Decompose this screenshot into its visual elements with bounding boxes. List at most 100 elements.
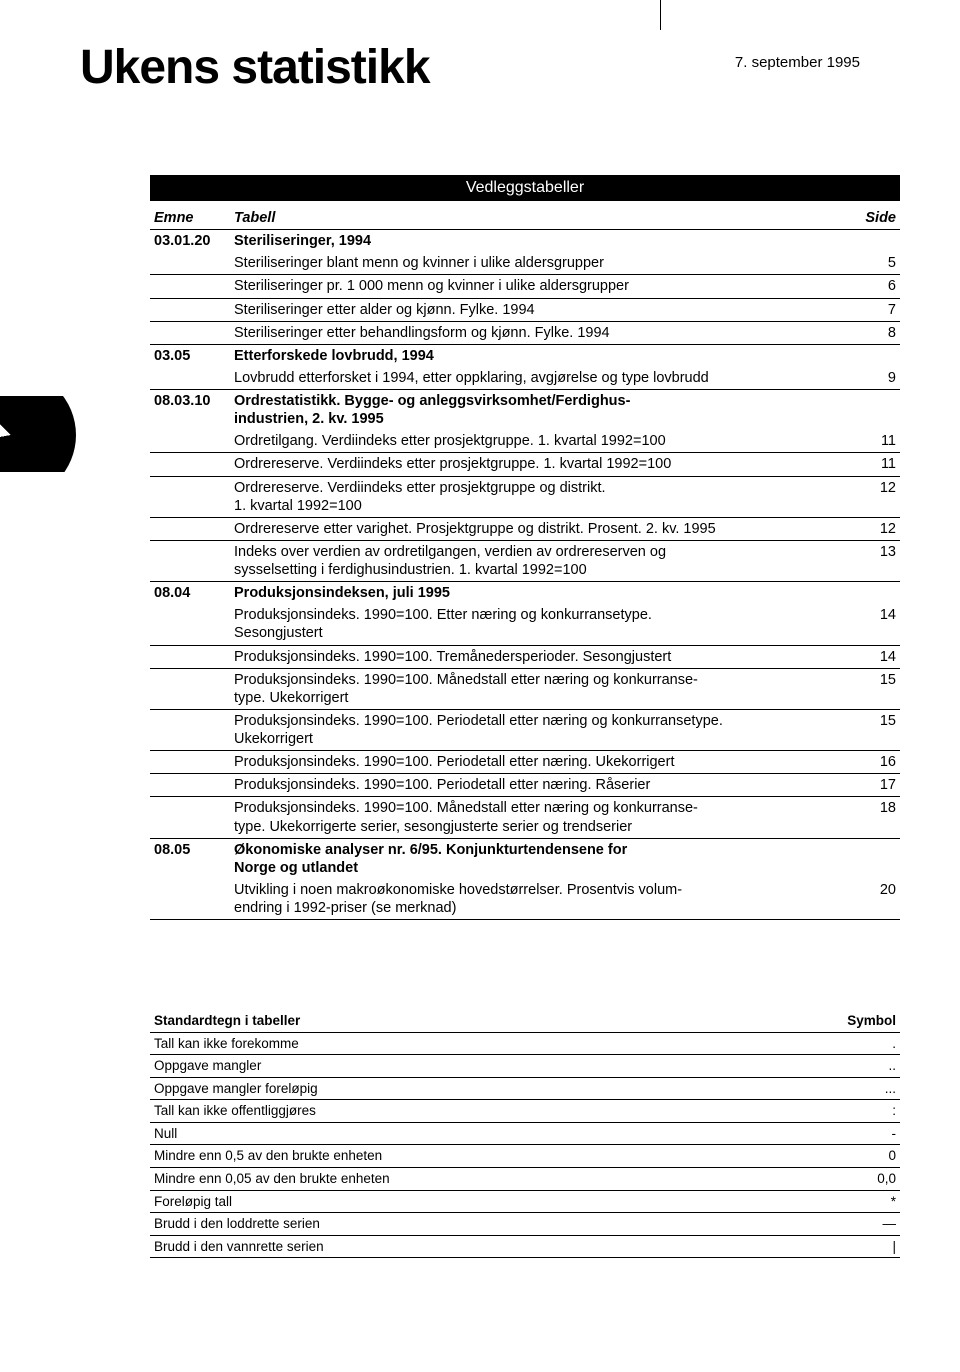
- row-page: 12: [860, 476, 900, 517]
- table-row: 08.05Økonomiske analyser nr. 6/95. Konju…: [150, 838, 900, 879]
- table-row: Steriliseringer pr. 1 000 menn og kvinne…: [150, 275, 900, 298]
- row-code: [150, 751, 230, 774]
- row-page: 15: [860, 668, 900, 709]
- table-row: 08.04Produksjonsindeksen, juli 1995: [150, 582, 900, 605]
- row-page: 14: [860, 645, 900, 668]
- table-row: Steriliseringer etter behandlingsform og…: [150, 321, 900, 344]
- section-banner: Vedleggstabeller: [150, 175, 900, 201]
- row-page: 9: [860, 367, 900, 390]
- row-label: Produksjonsindeks. 1990=100. Periodetall…: [230, 709, 860, 750]
- row-label: Produksjonsindeks. 1990=100. Etter nærin…: [230, 604, 860, 645]
- row-label: Steriliseringer, 1994: [230, 230, 860, 253]
- row-label: Produksjonsindeks. 1990=100. Tremåneders…: [230, 645, 860, 668]
- table-row: Lovbrudd etterforsket i 1994, etter oppk…: [150, 367, 900, 390]
- symbol-label: Mindre enn 0,05 av den brukte enheten: [150, 1167, 830, 1190]
- table-row: Ordrereserve etter varighet. Prosjektgru…: [150, 517, 900, 540]
- row-label: Ordrereserve. Verdiindeks etter prosjekt…: [230, 476, 860, 517]
- row-code: [150, 774, 230, 797]
- symbol-value: |: [830, 1235, 900, 1258]
- row-code: 03.05: [150, 344, 230, 367]
- symbols-head-symbol: Symbol: [830, 1010, 900, 1032]
- row-code: [150, 517, 230, 540]
- table-row: 03.05Etterforskede lovbrudd, 1994: [150, 344, 900, 367]
- row-code: [150, 476, 230, 517]
- row-label: Produksjonsindeks. 1990=100. Månedstall …: [230, 797, 860, 838]
- toc-table: EmneTabellSide03.01.20Steriliseringer, 1…: [150, 207, 900, 920]
- pie-chart-icon: [0, 396, 76, 472]
- row-page: 14: [860, 604, 900, 645]
- row-page: 20: [860, 879, 900, 920]
- symbols-head-label: Standardtegn i tabeller: [150, 1010, 830, 1032]
- table-row: Produksjonsindeks. 1990=100. Tremåneders…: [150, 645, 900, 668]
- row-code: [150, 321, 230, 344]
- table-row: Indeks over verdien av ordretilgangen, v…: [150, 540, 900, 581]
- table-row: Foreløpig tall*: [150, 1190, 900, 1213]
- row-page: [860, 838, 900, 879]
- symbols-header-row: Standardtegn i tabellerSymbol: [150, 1010, 900, 1032]
- table-row: Produksjonsindeks. 1990=100. Periodetall…: [150, 774, 900, 797]
- page: Ukens statistikk 7. september 1995 Vedle…: [0, 0, 960, 1372]
- row-code: [150, 709, 230, 750]
- row-label: Indeks over verdien av ordretilgangen, v…: [230, 540, 860, 581]
- toc-header-row: EmneTabellSide: [150, 207, 900, 230]
- row-label: Ordrestatistikk. Bygge- og anleggsvirkso…: [230, 390, 860, 431]
- table-row: Null-: [150, 1122, 900, 1145]
- toc-head-code: Emne: [150, 207, 230, 230]
- table-row: Oppgave mangler foreløpig...: [150, 1077, 900, 1100]
- row-code: [150, 430, 230, 453]
- symbol-label: Tall kan ikke offentliggjøres: [150, 1100, 830, 1123]
- symbol-value: ...: [830, 1077, 900, 1100]
- toc-head-label: Tabell: [230, 207, 860, 230]
- row-page: 11: [860, 453, 900, 476]
- symbol-label: Mindre enn 0,5 av den brukte enheten: [150, 1145, 830, 1168]
- row-page: [860, 390, 900, 431]
- table-row: Brudd i den vannrette serien|: [150, 1235, 900, 1258]
- row-page: 8: [860, 321, 900, 344]
- row-label: Utvikling i noen makroøkonomiske hovedst…: [230, 879, 860, 920]
- row-page: 5: [860, 252, 900, 275]
- row-code: [150, 645, 230, 668]
- page-title: Ukens statistikk: [80, 40, 430, 95]
- symbol-label: Brudd i den loddrette serien: [150, 1213, 830, 1236]
- symbol-value: ..: [830, 1055, 900, 1078]
- table-row: Steriliseringer etter alder og kjønn. Fy…: [150, 298, 900, 321]
- symbol-label: Null: [150, 1122, 830, 1145]
- table-row: Produksjonsindeks. 1990=100. Månedstall …: [150, 668, 900, 709]
- row-code: [150, 298, 230, 321]
- table-row: Produksjonsindeks. 1990=100. Periodetall…: [150, 709, 900, 750]
- table-row: Ordrereserve. Verdiindeks etter prosjekt…: [150, 476, 900, 517]
- row-code: [150, 252, 230, 275]
- row-page: 17: [860, 774, 900, 797]
- row-label: Etterforskede lovbrudd, 1994: [230, 344, 860, 367]
- symbol-value: *: [830, 1190, 900, 1213]
- row-code: 08.03.10: [150, 390, 230, 431]
- row-label: Lovbrudd etterforsket i 1994, etter oppk…: [230, 367, 860, 390]
- row-code: 08.04: [150, 582, 230, 605]
- table-row: Oppgave mangler..: [150, 1055, 900, 1078]
- symbol-value: 0,0: [830, 1167, 900, 1190]
- symbol-label: Brudd i den vannrette serien: [150, 1235, 830, 1258]
- row-label: Ordretilgang. Verdiindeks etter prosjekt…: [230, 430, 860, 453]
- table-row: 08.03.10Ordrestatistikk. Bygge- og anleg…: [150, 390, 900, 431]
- row-label: Steriliseringer pr. 1 000 menn og kvinne…: [230, 275, 860, 298]
- row-code: 03.01.20: [150, 230, 230, 253]
- symbol-value: —: [830, 1213, 900, 1236]
- symbol-value: 0: [830, 1145, 900, 1168]
- table-row: Produksjonsindeks. 1990=100. Etter nærin…: [150, 604, 900, 645]
- symbol-value: -: [830, 1122, 900, 1145]
- row-page: 7: [860, 298, 900, 321]
- table-row: Brudd i den loddrette serien—: [150, 1213, 900, 1236]
- row-page: 11: [860, 430, 900, 453]
- issue-date: 7. september 1995: [735, 54, 860, 71]
- table-row: Ordrereserve. Verdiindeks etter prosjekt…: [150, 453, 900, 476]
- row-label: Steriliseringer etter alder og kjønn. Fy…: [230, 298, 860, 321]
- row-code: [150, 668, 230, 709]
- row-label: Produksjonsindeksen, juli 1995: [230, 582, 860, 605]
- row-label: Ordrereserve etter varighet. Prosjektgru…: [230, 517, 860, 540]
- row-code: [150, 275, 230, 298]
- table-row: Utvikling i noen makroøkonomiske hovedst…: [150, 879, 900, 920]
- toc-head-page: Side: [860, 207, 900, 230]
- row-page: [860, 582, 900, 605]
- row-page: 12: [860, 517, 900, 540]
- row-label: Steriliseringer blant menn og kvinner i …: [230, 252, 860, 275]
